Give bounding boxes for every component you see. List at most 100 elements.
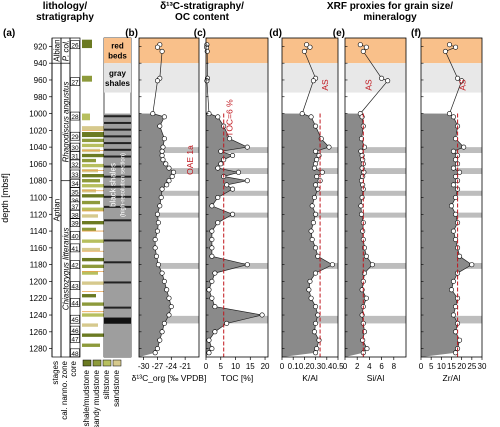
data-point — [171, 169, 177, 175]
core-label: 32 — [71, 162, 79, 169]
litho-bed — [82, 227, 96, 232]
data-point — [159, 270, 165, 276]
litho-swatch — [82, 359, 92, 367]
header-xrf-line2: mineralogy — [363, 12, 417, 23]
core-box — [70, 77, 80, 86]
black-shale-band — [104, 115, 131, 118]
data-point — [215, 165, 221, 171]
data-point — [160, 157, 166, 163]
header-lithology-line2: stratigraphy — [36, 12, 94, 23]
data-point — [244, 178, 250, 184]
x-tick-label: -27 — [152, 362, 164, 371]
x-axis-label: K/Al — [302, 373, 318, 383]
data-point — [314, 346, 320, 352]
data-point — [315, 253, 321, 259]
core-label: 29 — [71, 134, 79, 141]
data-point — [209, 346, 215, 352]
depth-axis-label: depth [mbsf] — [0, 173, 10, 223]
label-nanno-zone: cal. nanno. zone — [60, 360, 69, 419]
data-point — [155, 211, 161, 217]
data-point — [363, 295, 369, 301]
data-point — [212, 304, 218, 310]
depth-tick-label-1040: 1040 — [29, 143, 47, 152]
litho-bed — [82, 39, 92, 49]
x-tick-label: 0.2 — [299, 362, 311, 371]
litho-swatch — [102, 359, 112, 367]
core-label: 45 — [71, 317, 79, 324]
data-point — [360, 182, 366, 188]
facies-0 — [104, 38, 131, 64]
litho-bed — [82, 271, 98, 275]
facies-label: (high-resolution section) — [121, 153, 127, 217]
data-point — [363, 253, 369, 259]
data-point — [459, 78, 465, 84]
data-point — [155, 262, 161, 268]
data-point — [446, 42, 452, 48]
data-point — [457, 337, 463, 343]
litho-bed — [82, 194, 114, 198]
bg-red-beds — [345, 38, 406, 64]
bg-band — [345, 168, 406, 174]
data-point — [152, 237, 158, 243]
data-point — [453, 195, 459, 201]
data-point — [360, 337, 366, 343]
data-point — [209, 237, 215, 243]
data-point — [215, 195, 221, 201]
profile-fill — [421, 113, 472, 357]
x-tick-label: 0.5 — [332, 362, 344, 371]
core-box — [70, 334, 80, 343]
litho-bed — [82, 313, 106, 317]
x-tick-label: 25 — [467, 362, 476, 371]
panel-f: 0 5 10 15 20 25 30 Zr/Al (f) — [411, 28, 487, 383]
core-label: 37 — [71, 204, 79, 211]
data-point — [326, 144, 332, 150]
x-tick-label: 10 — [231, 362, 240, 371]
depth-tick-label-1020: 1020 — [29, 126, 47, 135]
data-point — [209, 245, 215, 251]
x-tick-label: -30 — [138, 362, 150, 371]
data-point — [313, 182, 319, 188]
zone-label: P. col. — [62, 40, 71, 61]
data-point — [159, 329, 165, 335]
stage-label: Albian — [53, 39, 62, 61]
header-delta-line1: δ¹³C-stratigraphy/ — [160, 1, 244, 12]
x-tick-label: 8 — [392, 362, 397, 371]
data-point — [311, 329, 317, 335]
depth-tick-label-1140: 1140 — [30, 227, 48, 236]
black-shale-band — [104, 128, 131, 131]
data-point — [169, 174, 175, 180]
data-point — [209, 278, 215, 284]
profile-line — [359, 44, 389, 354]
core-label: 38 — [71, 212, 79, 219]
core-label: 28 — [71, 114, 79, 121]
core-box — [70, 218, 80, 227]
bg-band — [345, 212, 406, 218]
data-point — [155, 346, 161, 352]
core-box — [70, 260, 80, 269]
panel-label: (b) — [125, 28, 138, 39]
core-label: 39 — [71, 221, 79, 228]
core-box — [70, 243, 80, 253]
data-point — [329, 262, 335, 268]
data-point — [310, 78, 316, 84]
core-label: 26 — [71, 43, 79, 50]
x-tick-label: -21 — [179, 362, 191, 371]
data-point — [360, 48, 366, 54]
data-point — [455, 75, 461, 81]
data-point — [358, 148, 364, 154]
data-point — [161, 320, 167, 326]
core-label: 48 — [71, 351, 79, 358]
bg-gray-shales — [206, 63, 268, 93]
black-shale-band — [104, 142, 131, 145]
depth-tick-label-1220: 1220 — [29, 294, 47, 303]
data-point — [314, 157, 320, 163]
data-point — [230, 211, 236, 217]
x-tick-label: 4 — [367, 362, 372, 371]
core-label: 44 — [71, 300, 79, 307]
data-point — [469, 262, 475, 268]
bg-band — [139, 262, 199, 269]
data-point — [461, 144, 467, 150]
data-point — [230, 186, 236, 192]
depth-tick-label-1060: 1060 — [29, 160, 47, 169]
litho-bed — [82, 163, 112, 168]
